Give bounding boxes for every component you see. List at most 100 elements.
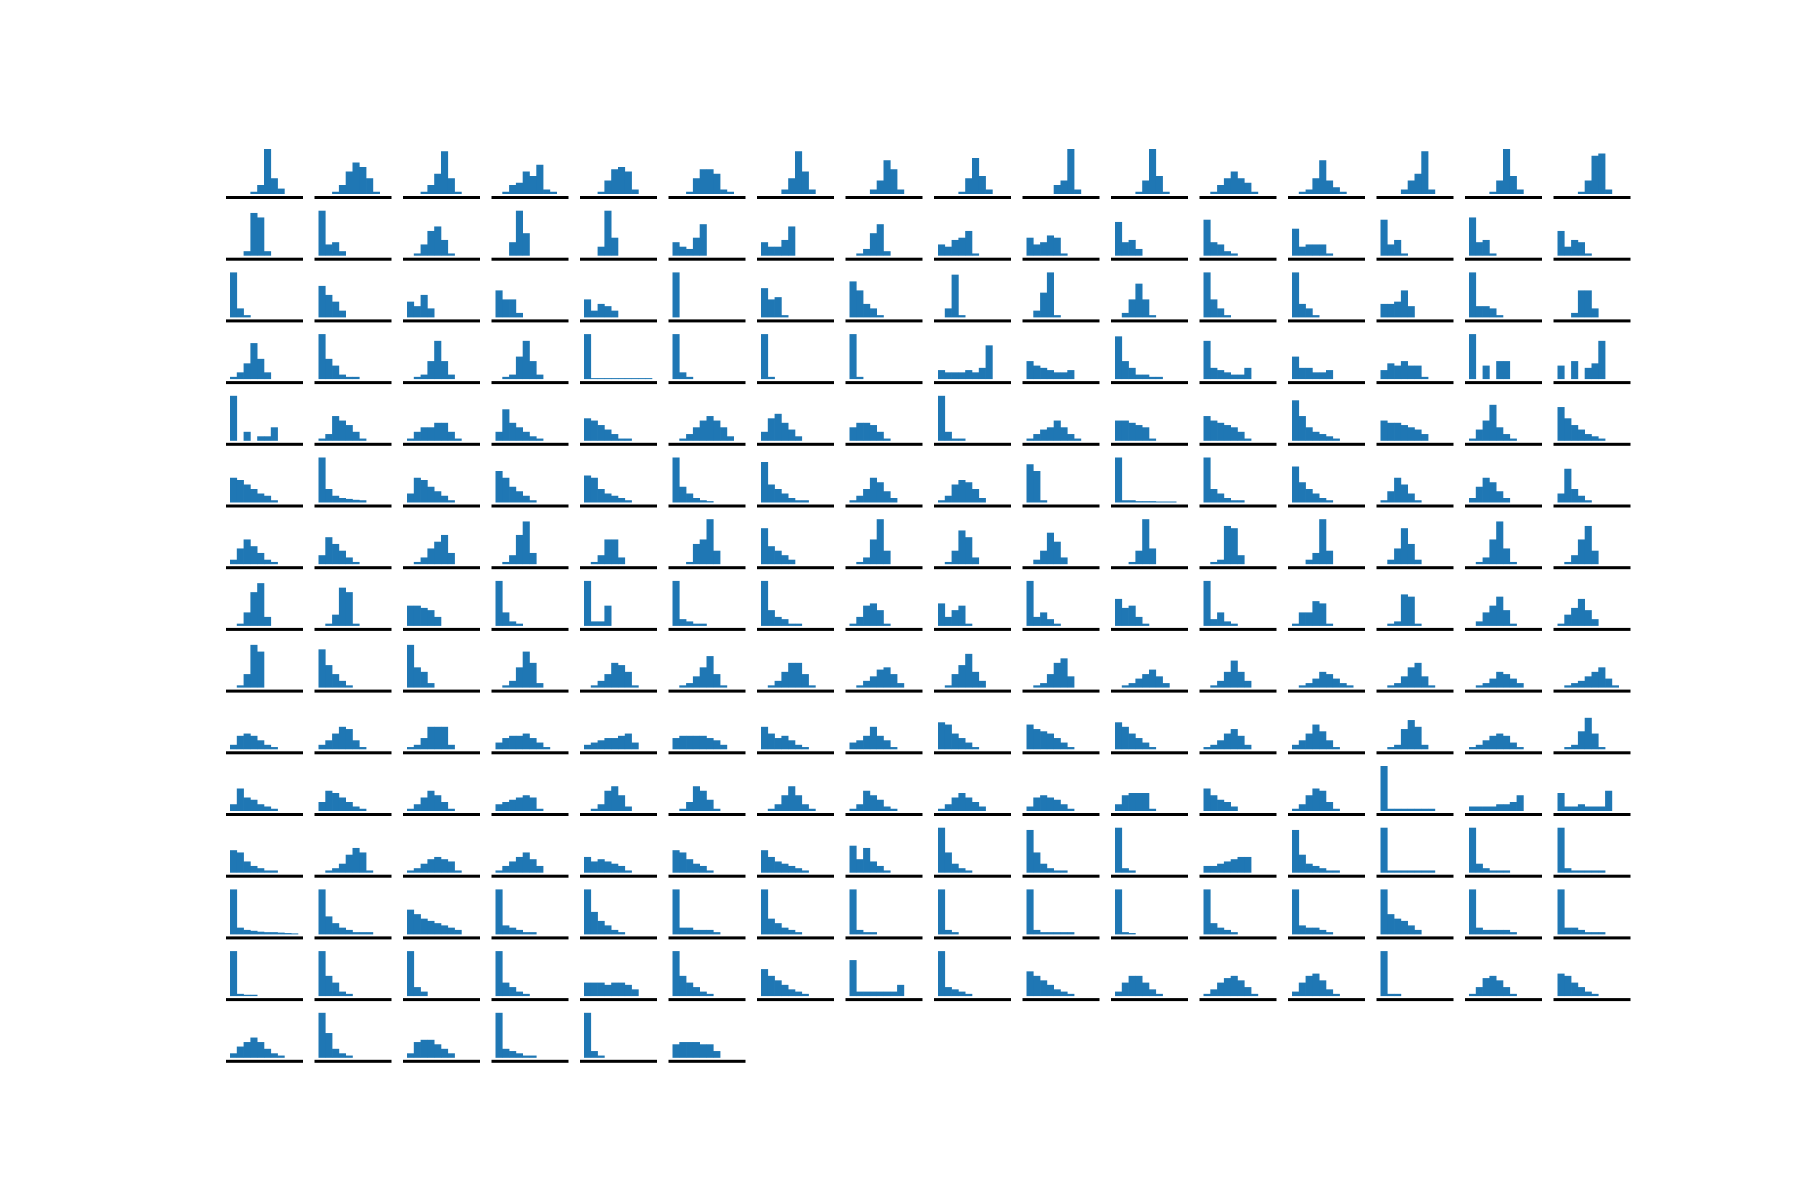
histogram-bar (958, 868, 966, 873)
histogram-bar (1584, 610, 1592, 626)
histogram-bar (1584, 991, 1592, 997)
histogram-panel (1288, 272, 1365, 323)
histogram-bar (1060, 253, 1068, 256)
histogram-bar (454, 929, 462, 935)
histogram-bar (332, 1048, 340, 1058)
histogram-bar (604, 378, 612, 380)
histogram-bar (869, 308, 877, 318)
histogram-bar (502, 802, 510, 811)
histogram-bar (781, 189, 789, 194)
histogram-bar (590, 378, 598, 380)
histogram-bar (407, 747, 415, 750)
histogram-bar (1428, 685, 1436, 688)
histogram-bar (413, 431, 421, 441)
histogram-bar (1305, 795, 1313, 811)
histogram-panel (1199, 580, 1277, 631)
histogram-bar (624, 733, 632, 750)
histogram-panel (1199, 416, 1277, 446)
histogram-bar (1414, 429, 1422, 441)
histogram-bar (1605, 189, 1613, 194)
histogram-bar (944, 495, 952, 503)
histogram-bar (1053, 870, 1061, 873)
histogram-bar (230, 804, 238, 811)
histogram-bar (883, 251, 891, 256)
panel-baseline (491, 813, 569, 816)
histogram-bar (597, 680, 605, 688)
histogram-bar (1400, 920, 1408, 935)
histogram-bar (611, 982, 619, 997)
histogram-bar (958, 991, 966, 997)
histogram-bar (441, 422, 449, 441)
panel-baseline (1022, 689, 1100, 693)
histogram-bar (1149, 149, 1157, 194)
histogram-bar (788, 559, 796, 565)
histogram-panel (668, 951, 746, 1002)
histogram-bar (638, 378, 646, 380)
histogram-bar (1496, 427, 1504, 441)
histogram-bar (1482, 978, 1490, 997)
histogram-bar (713, 740, 721, 750)
histogram-bar (1503, 929, 1511, 935)
panel-baseline (668, 319, 746, 323)
histogram-bar (230, 744, 238, 750)
histogram-bar (236, 852, 244, 873)
histogram-bar (1482, 306, 1490, 318)
histogram-bar (257, 740, 265, 750)
histogram-bar (1564, 927, 1572, 935)
histogram-bar (345, 685, 353, 688)
histogram-bar (590, 742, 598, 750)
histogram-bar (325, 294, 333, 318)
histogram-panel (757, 288, 834, 323)
histogram-panel (1022, 532, 1100, 570)
panel-baseline (668, 566, 746, 570)
histogram-bar (781, 863, 789, 873)
histogram-bar (1312, 493, 1320, 503)
histogram-bar (522, 932, 530, 935)
panel-baseline (314, 936, 392, 940)
histogram-bar (774, 861, 782, 873)
histogram-bar (1414, 662, 1422, 688)
histogram-panel (934, 951, 1011, 1002)
histogram-bar (713, 420, 721, 441)
histogram-bar (1121, 361, 1129, 380)
histogram-bar (1380, 827, 1388, 873)
histogram-bar (1251, 993, 1259, 997)
histogram-bar (679, 808, 687, 811)
histogram-bar (1332, 187, 1340, 194)
panel-baseline (1288, 998, 1365, 1002)
histogram-bar (1298, 191, 1306, 194)
histogram-bar (1326, 550, 1334, 565)
histogram-bar (972, 671, 980, 688)
histogram-bar (318, 210, 326, 256)
histogram-bar (876, 735, 884, 750)
panel-baseline (580, 319, 657, 323)
histogram-bar (1503, 804, 1511, 811)
histogram-bar (869, 795, 877, 811)
histogram-bar (250, 799, 258, 811)
panel-baseline (1465, 627, 1542, 631)
histogram-panel (1111, 283, 1188, 323)
histogram-bar (250, 735, 258, 750)
histogram-bar (672, 580, 680, 626)
histogram-bar (434, 1044, 442, 1058)
histogram-bar (264, 932, 272, 935)
histogram-bar (597, 555, 605, 565)
histogram-bar (1046, 733, 1054, 750)
histogram-bar (856, 804, 864, 811)
histogram-bar (951, 550, 959, 565)
histogram-bar (1033, 929, 1041, 935)
histogram-bar (624, 378, 632, 380)
panel-baseline (1022, 196, 1100, 199)
histogram-panel (491, 951, 569, 1002)
histogram-bar (257, 493, 265, 503)
histogram-bar (495, 471, 503, 503)
histogram-bar (774, 980, 782, 997)
histogram-panel (580, 539, 657, 570)
histogram-bar (951, 932, 959, 935)
histogram-bar (624, 171, 632, 194)
histogram-bar (856, 740, 864, 750)
histogram-bar (1421, 870, 1429, 873)
histogram-bar (1217, 308, 1225, 318)
histogram-bar (611, 495, 619, 503)
histogram-bar (250, 592, 258, 626)
